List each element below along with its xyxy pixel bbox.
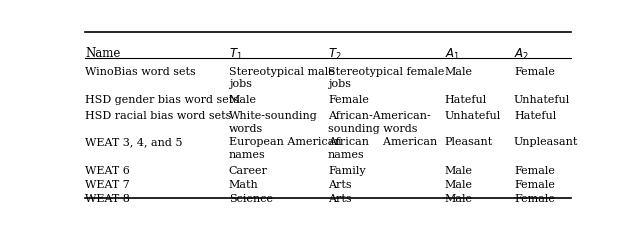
Text: $T_1$: $T_1$ xyxy=(229,47,243,62)
Text: Unpleasant: Unpleasant xyxy=(514,137,579,147)
Text: African    American
names: African American names xyxy=(328,137,437,160)
Text: Name: Name xyxy=(85,47,120,60)
Text: WEAT 6: WEAT 6 xyxy=(85,165,130,175)
Text: WinoBias word sets: WinoBias word sets xyxy=(85,66,196,76)
Text: Female: Female xyxy=(514,193,555,203)
Text: Male: Male xyxy=(445,193,472,203)
Text: Female: Female xyxy=(328,95,369,104)
Text: Hateful: Hateful xyxy=(514,110,556,120)
Text: Unhateful: Unhateful xyxy=(514,95,570,104)
Text: HSD racial bias word sets: HSD racial bias word sets xyxy=(85,110,231,120)
Text: Female: Female xyxy=(514,66,555,76)
Text: Family: Family xyxy=(328,165,365,175)
Text: Male: Male xyxy=(445,66,472,76)
Text: African-American-
sounding words: African-American- sounding words xyxy=(328,110,431,133)
Text: $A_1$: $A_1$ xyxy=(445,47,460,62)
Text: Stereotypical male
jobs: Stereotypical male jobs xyxy=(229,66,335,89)
Text: European American
names: European American names xyxy=(229,137,341,160)
Text: Arts: Arts xyxy=(328,179,351,189)
Text: WEAT 7: WEAT 7 xyxy=(85,179,130,189)
Text: Hateful: Hateful xyxy=(445,95,487,104)
Text: Male: Male xyxy=(445,179,472,189)
Text: Male: Male xyxy=(445,165,472,175)
Text: White-sounding
words: White-sounding words xyxy=(229,110,317,133)
Text: Female: Female xyxy=(514,179,555,189)
Text: Math: Math xyxy=(229,179,259,189)
Text: $A_2$: $A_2$ xyxy=(514,47,529,62)
Text: WEAT 8: WEAT 8 xyxy=(85,193,130,203)
Text: HSD gender bias word sets: HSD gender bias word sets xyxy=(85,95,239,104)
Text: $T_2$: $T_2$ xyxy=(328,47,342,62)
Text: Arts: Arts xyxy=(328,193,351,203)
Text: Female: Female xyxy=(514,165,555,175)
Text: Stereotypical female
jobs: Stereotypical female jobs xyxy=(328,66,444,89)
Text: Science: Science xyxy=(229,193,273,203)
Text: Career: Career xyxy=(229,165,268,175)
Text: Unhateful: Unhateful xyxy=(445,110,501,120)
Text: Male: Male xyxy=(229,95,257,104)
Text: Pleasant: Pleasant xyxy=(445,137,493,147)
Text: WEAT 3, 4, and 5: WEAT 3, 4, and 5 xyxy=(85,137,182,147)
